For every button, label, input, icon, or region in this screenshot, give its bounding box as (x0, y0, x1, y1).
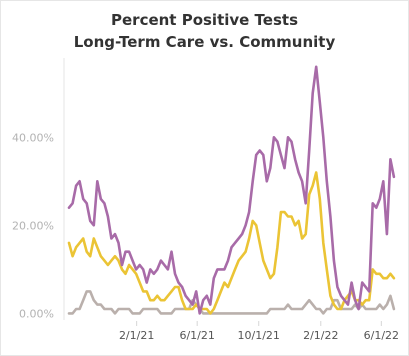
series-line-2 (67, 171, 396, 315)
y-tick-label: 0.00% (19, 307, 54, 320)
series-layer (67, 65, 396, 315)
x-tick-label: 2/1/21 (119, 329, 154, 342)
series-line-1 (67, 65, 396, 315)
x-tick-label: 6/1/22 (364, 329, 399, 342)
y-axis: 0.00% 20.00% 40.00% (12, 131, 54, 320)
x-tick-label: 10/1/21 (238, 329, 280, 342)
chart-subtitle: Long-Term Care vs. Community (73, 33, 336, 51)
y-tick-label: 20.00% (12, 219, 54, 232)
x-tick-label: 2/1/22 (303, 329, 338, 342)
x-tick-label: 6/1/21 (179, 329, 214, 342)
chart-title: Percent Positive Tests (111, 11, 298, 29)
x-axis: 2/1/21 6/1/21 10/1/21 2/1/22 6/1/22 (119, 321, 399, 342)
series-line-3 (67, 290, 396, 315)
chart-title-block: Percent Positive Tests Long-Term Care vs… (0, 9, 409, 53)
y-tick-label: 40.00% (12, 131, 54, 144)
